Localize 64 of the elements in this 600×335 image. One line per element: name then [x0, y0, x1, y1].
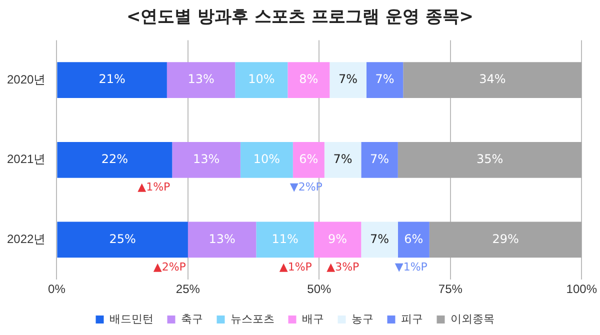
data-label: 10% — [253, 152, 280, 166]
data-label: 13% — [188, 72, 214, 86]
data-label: 6% — [404, 232, 424, 246]
x-tick-label: 0% — [48, 282, 66, 296]
bar — [403, 62, 582, 98]
data-label: 7% — [338, 72, 358, 86]
data-label: 10% — [248, 72, 275, 86]
data-label: 11% — [272, 232, 298, 246]
annotation: ▼1%P — [394, 260, 428, 274]
y-tick-label: 2021년 — [6, 152, 46, 166]
annotation: ▲1%P — [138, 180, 171, 194]
bar — [166, 62, 236, 98]
bar — [314, 222, 362, 258]
legend-label: 이외종목 — [450, 314, 494, 326]
legend-label: 피구 — [400, 314, 423, 326]
bar — [398, 222, 430, 258]
annotation: ▲2%P — [153, 260, 186, 274]
chart-title: <연도별 방과후 스포츠 프로그램 운영 종목> — [125, 6, 475, 29]
bar — [292, 142, 324, 178]
data-label: 22% — [101, 152, 128, 166]
bar — [429, 222, 582, 258]
x-tick-label: 25% — [176, 282, 200, 296]
data-label: 13% — [208, 232, 236, 246]
bar — [330, 62, 366, 98]
data-label: 7% — [333, 152, 352, 166]
annotation: ▼2%P — [290, 180, 323, 194]
bar — [324, 142, 362, 178]
legend-label: 뉴스포츠 — [230, 314, 274, 326]
data-label: 7% — [370, 152, 390, 166]
annotation: ▲1%P — [279, 260, 312, 274]
bar — [240, 142, 293, 178]
y-tick-label: 2022년 — [6, 232, 46, 246]
data-label: 34% — [479, 72, 506, 86]
data-label: 35% — [476, 152, 504, 166]
legend-label: 배구 — [302, 314, 324, 326]
legend-label: 배드민턴 — [109, 314, 154, 326]
data-label: 6% — [299, 152, 318, 166]
data-label: 25% — [109, 232, 136, 246]
bar — [57, 62, 167, 98]
data-label: 21% — [98, 72, 126, 86]
data-label: 7% — [375, 72, 394, 86]
bar — [361, 222, 398, 258]
y-tick-label: 2020년 — [6, 72, 46, 86]
legend-label: 농구 — [351, 314, 374, 326]
data-label: 9% — [328, 232, 348, 246]
bar — [288, 62, 330, 98]
bar — [398, 142, 582, 178]
bar — [172, 142, 240, 178]
data-label: 29% — [492, 232, 519, 246]
bar — [57, 142, 172, 178]
legend-label: 축구 — [180, 314, 203, 326]
bar — [366, 62, 404, 98]
bar — [235, 62, 288, 98]
bar — [57, 222, 188, 258]
data-label: 7% — [370, 232, 390, 246]
bar — [256, 222, 314, 258]
bar — [361, 142, 398, 178]
data-label: 13% — [192, 152, 220, 166]
bar — [188, 222, 256, 258]
x-tick-label: 50% — [307, 282, 332, 296]
data-label: 8% — [299, 72, 318, 86]
annotation: ▲3%P — [326, 260, 360, 274]
x-tick-label: 75% — [438, 282, 463, 296]
x-tick-label: 100% — [566, 282, 598, 296]
